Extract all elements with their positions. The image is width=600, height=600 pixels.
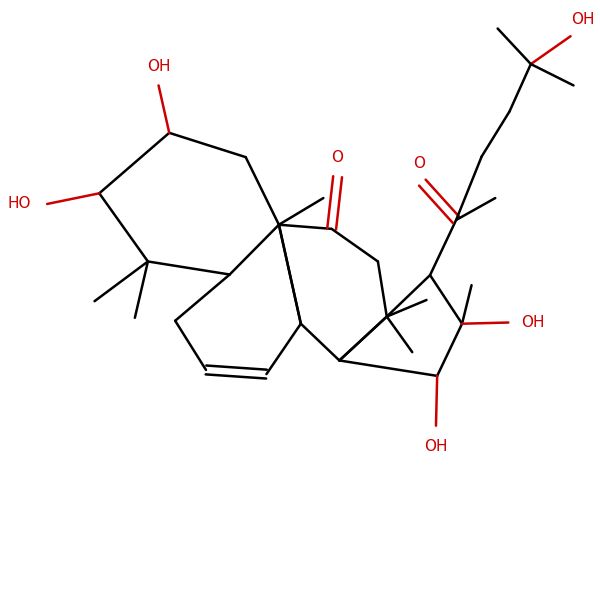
- Text: OH: OH: [521, 315, 545, 330]
- Text: O: O: [332, 150, 344, 165]
- Text: O: O: [413, 156, 425, 171]
- Text: HO: HO: [7, 196, 31, 211]
- Text: OH: OH: [571, 12, 594, 27]
- Text: OH: OH: [147, 59, 170, 74]
- Text: OH: OH: [424, 439, 448, 454]
